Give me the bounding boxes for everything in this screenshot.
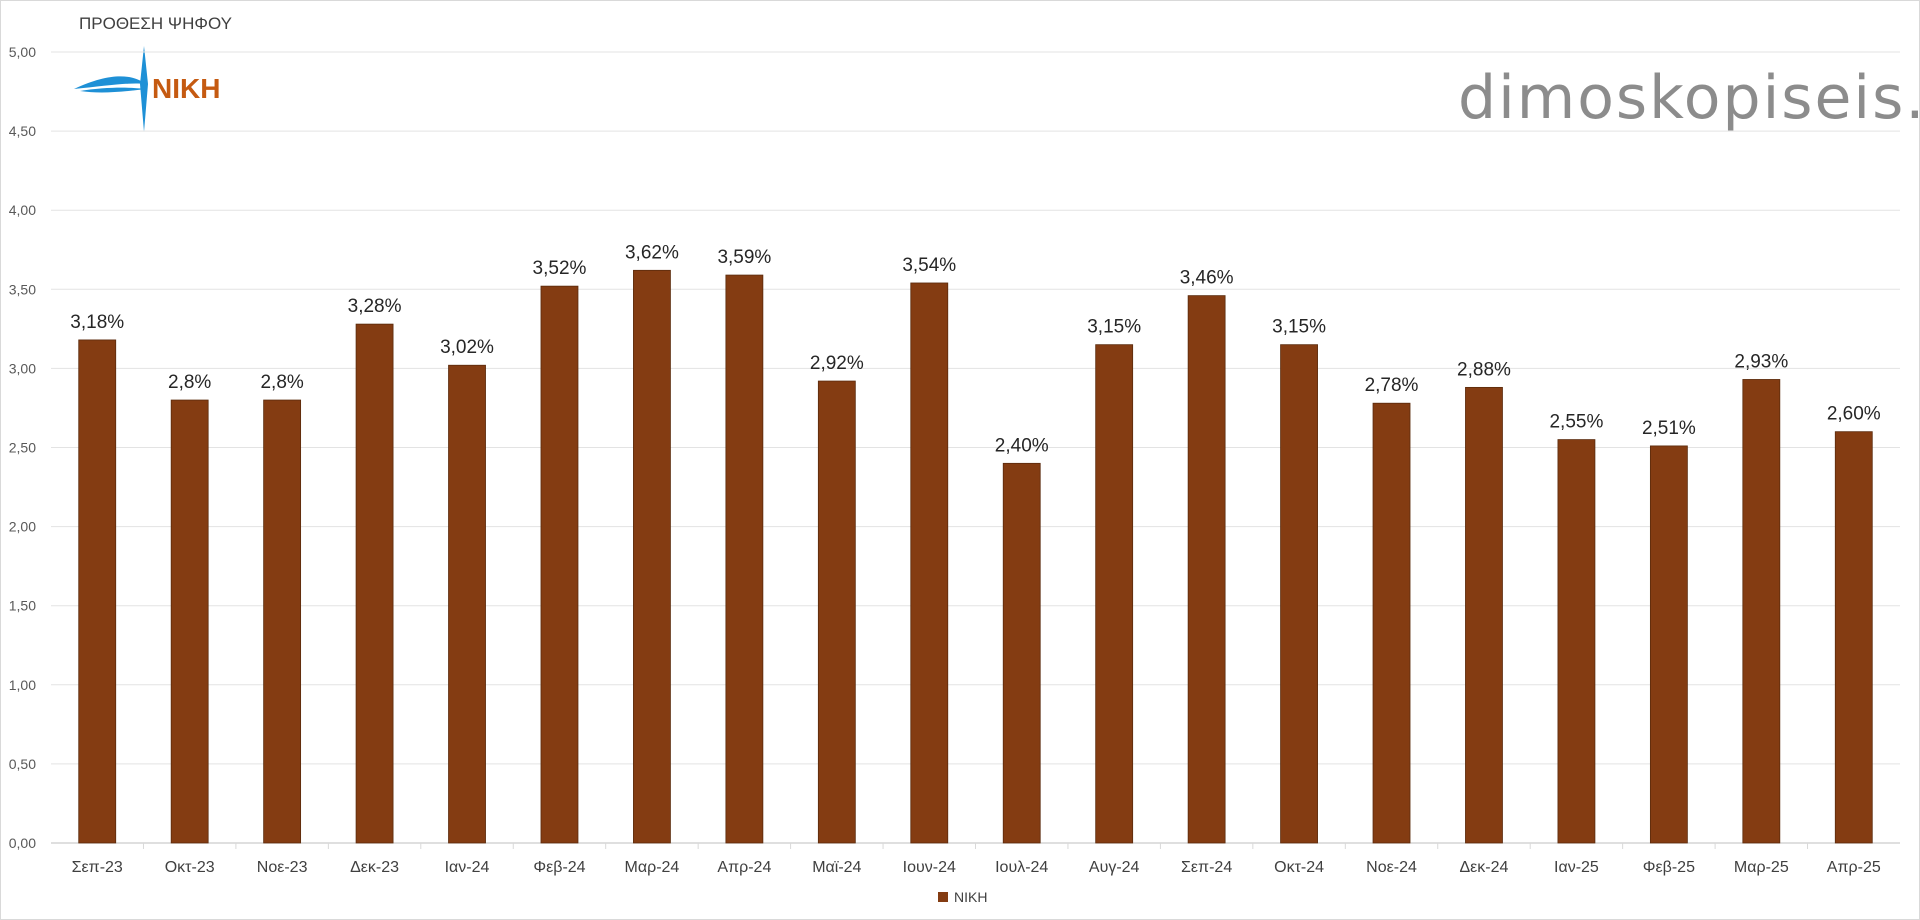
data-label: 3,62%	[625, 242, 679, 263]
logo-wave	[74, 76, 146, 89]
bar	[910, 282, 949, 844]
data-label: 3,52%	[533, 258, 587, 279]
x-tick-label: Μαϊ-24	[812, 859, 861, 876]
bar	[1095, 344, 1134, 844]
x-tick-label: Ιουν-24	[903, 859, 956, 876]
x-tick-label: Ιαν-25	[1554, 859, 1599, 876]
y-tick-label: 5,00	[9, 44, 36, 60]
niki-logo: NIKH	[74, 46, 220, 132]
data-label: 3,54%	[902, 255, 956, 276]
bar	[1187, 295, 1226, 844]
data-label: 2,78%	[1365, 375, 1419, 396]
x-tick-label: Μαρ-25	[1734, 859, 1789, 876]
x-tick-label: Σεπ-24	[1181, 859, 1232, 876]
x-tick-label: Νοε-24	[1366, 859, 1417, 876]
bar	[1742, 379, 1781, 844]
x-tick-label: Δεκ-23	[350, 859, 399, 876]
bar	[725, 274, 764, 844]
legend-swatch	[938, 892, 948, 902]
data-label: 3,02%	[440, 337, 494, 358]
bar	[355, 323, 394, 844]
y-tick-label: 3,00	[9, 360, 36, 376]
watermark: dimoskopiseis.gr	[1458, 63, 1920, 133]
data-label: 2,55%	[1549, 412, 1603, 433]
data-label: 3,15%	[1272, 317, 1326, 338]
x-tick-label: Μαρ-24	[625, 859, 680, 876]
bar	[170, 399, 209, 844]
y-tick-label: 1,00	[9, 677, 36, 693]
data-label: 3,46%	[1180, 268, 1234, 289]
data-label: 2,8%	[168, 372, 211, 393]
x-tick-label: Αυγ-24	[1089, 859, 1140, 876]
bar	[817, 380, 856, 844]
y-tick-label: 0,00	[9, 835, 36, 851]
data-label: 2,60%	[1827, 404, 1881, 425]
x-tick-label: Δεκ-24	[1459, 859, 1508, 876]
chart-title: ΠΡΟΘΕΣΗ ΨΗΦΟΥ	[79, 14, 232, 33]
y-tick-label: 2,50	[9, 440, 36, 456]
x-tick-label: Φεβ-25	[1643, 859, 1695, 876]
bar	[1372, 402, 1411, 844]
data-label: 2,88%	[1457, 359, 1511, 380]
x-tick-label: Σεπ-23	[72, 859, 123, 876]
data-label: 3,59%	[717, 247, 771, 268]
bar	[263, 399, 302, 844]
logo-text: NIKH	[152, 73, 220, 104]
data-label: 3,18%	[70, 312, 124, 333]
bar	[540, 285, 579, 844]
bar	[1834, 431, 1873, 844]
data-label: 2,8%	[260, 372, 303, 393]
y-tick-label: 1,50	[9, 598, 36, 614]
data-label: 2,93%	[1734, 351, 1788, 372]
bar	[1002, 462, 1041, 844]
bar	[1465, 386, 1503, 844]
bar	[448, 364, 486, 844]
y-tick-label: 0,50	[9, 756, 36, 772]
y-tick-label: 3,50	[9, 281, 36, 297]
x-tick-label: Ιαν-24	[445, 859, 490, 876]
x-tick-label: Φεβ-24	[533, 859, 585, 876]
x-tick-label: Απρ-25	[1827, 859, 1881, 876]
bar	[633, 269, 671, 844]
x-tick-label: Νοε-23	[257, 859, 308, 876]
x-tick-label: Οκτ-23	[165, 859, 215, 876]
y-tick-label: 4,00	[9, 202, 36, 218]
data-label: 3,15%	[1087, 317, 1141, 338]
legend-label: ΝΙΚΗ	[954, 889, 988, 905]
x-tick-label: Ιουλ-24	[995, 859, 1048, 876]
y-tick-label: 4,50	[9, 123, 36, 139]
data-label: 2,92%	[810, 353, 864, 374]
bar	[78, 339, 117, 844]
bar	[1557, 439, 1596, 844]
data-label: 2,51%	[1642, 418, 1696, 439]
bar	[1649, 445, 1688, 844]
data-label: 2,40%	[995, 435, 1049, 456]
data-label: 3,28%	[348, 296, 402, 317]
x-tick-label: Απρ-24	[717, 859, 771, 876]
y-tick-label: 2,00	[9, 519, 36, 535]
bar	[1280, 344, 1318, 844]
logo-wave-lower	[80, 87, 146, 93]
legend: ΝΙΚΗ	[938, 889, 987, 905]
x-tick-label: Οκτ-24	[1274, 859, 1324, 876]
